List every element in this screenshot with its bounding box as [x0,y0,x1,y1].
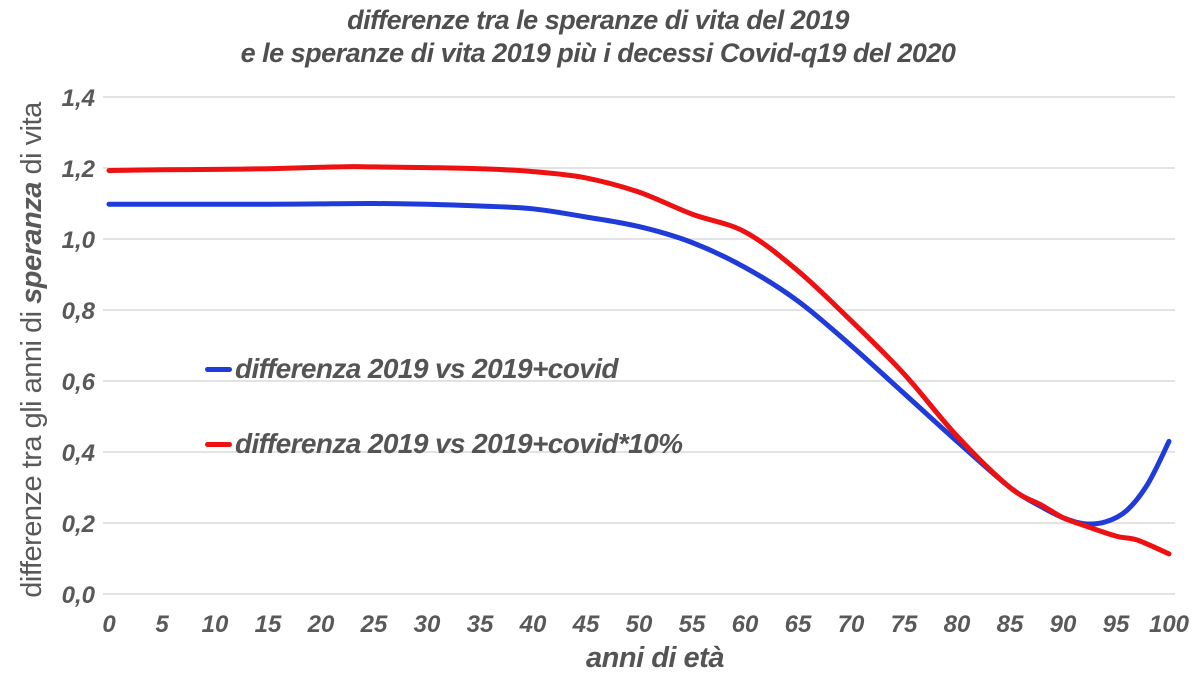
x-tick-label: 0 [102,611,116,638]
series-line-red [106,164,1172,557]
x-tick-label: 25 [360,611,388,638]
x-tick-label: 20 [307,611,335,638]
x-axis-label: anni di età [586,642,724,674]
x-tick-label: 80 [944,611,971,638]
legend-item-blue: differenza 2019 vs 2019+covid [205,352,725,386]
y-tick-label: 0,0 [62,582,96,609]
y-tick-label: 1,0 [62,227,96,254]
red-line-swatch-icon [205,441,232,447]
y-tick-label: 0,8 [62,298,96,325]
chart-title-line-2: e le speranze di vita 2019 più i decessi… [240,38,956,68]
x-tick-label: 35 [467,611,494,638]
x-tick-label: 60 [732,611,759,638]
x-tick-label: 100 [1149,611,1190,638]
x-tick-label: 50 [626,611,653,638]
x-tick-label: 70 [838,611,865,638]
y-tick-label: 0,4 [62,440,95,467]
chart-title-line-1: differenze tra le speranze di vita del 2… [347,5,849,35]
y-tick-label: 1,4 [62,85,95,112]
x-tick-label: 15 [255,611,282,638]
chart-legend: differenza 2019 vs 2019+covid differenza… [205,352,725,502]
x-tick-label: 55 [679,611,706,638]
x-tick-label: 5 [155,611,169,638]
legend-label-blue: differenza 2019 vs 2019+covid [235,353,618,384]
x-tick-label: 10 [202,611,229,638]
x-tick-label: 75 [891,611,918,638]
y-tick-label: 0,2 [62,511,96,538]
y-tick-label: 1,2 [62,156,96,183]
x-tick-label: 65 [785,611,812,638]
x-tick-label: 85 [997,611,1024,638]
legend-label-red: differenza 2019 vs 2019+covid*10% [235,428,683,459]
x-tick-label: 40 [519,611,547,638]
x-tick-label: 45 [572,611,600,638]
x-tick-label: 95 [1103,611,1130,638]
blue-line-swatch-icon [205,366,232,372]
x-tick-label: 90 [1050,611,1077,638]
legend-item-red: differenza 2019 vs 2019+covid*10% [205,427,725,461]
x-tick-label: 30 [414,611,441,638]
chart-title: differenze tra le speranze di vita del 2… [0,4,1196,70]
y-tick-label: 0,6 [62,369,96,396]
